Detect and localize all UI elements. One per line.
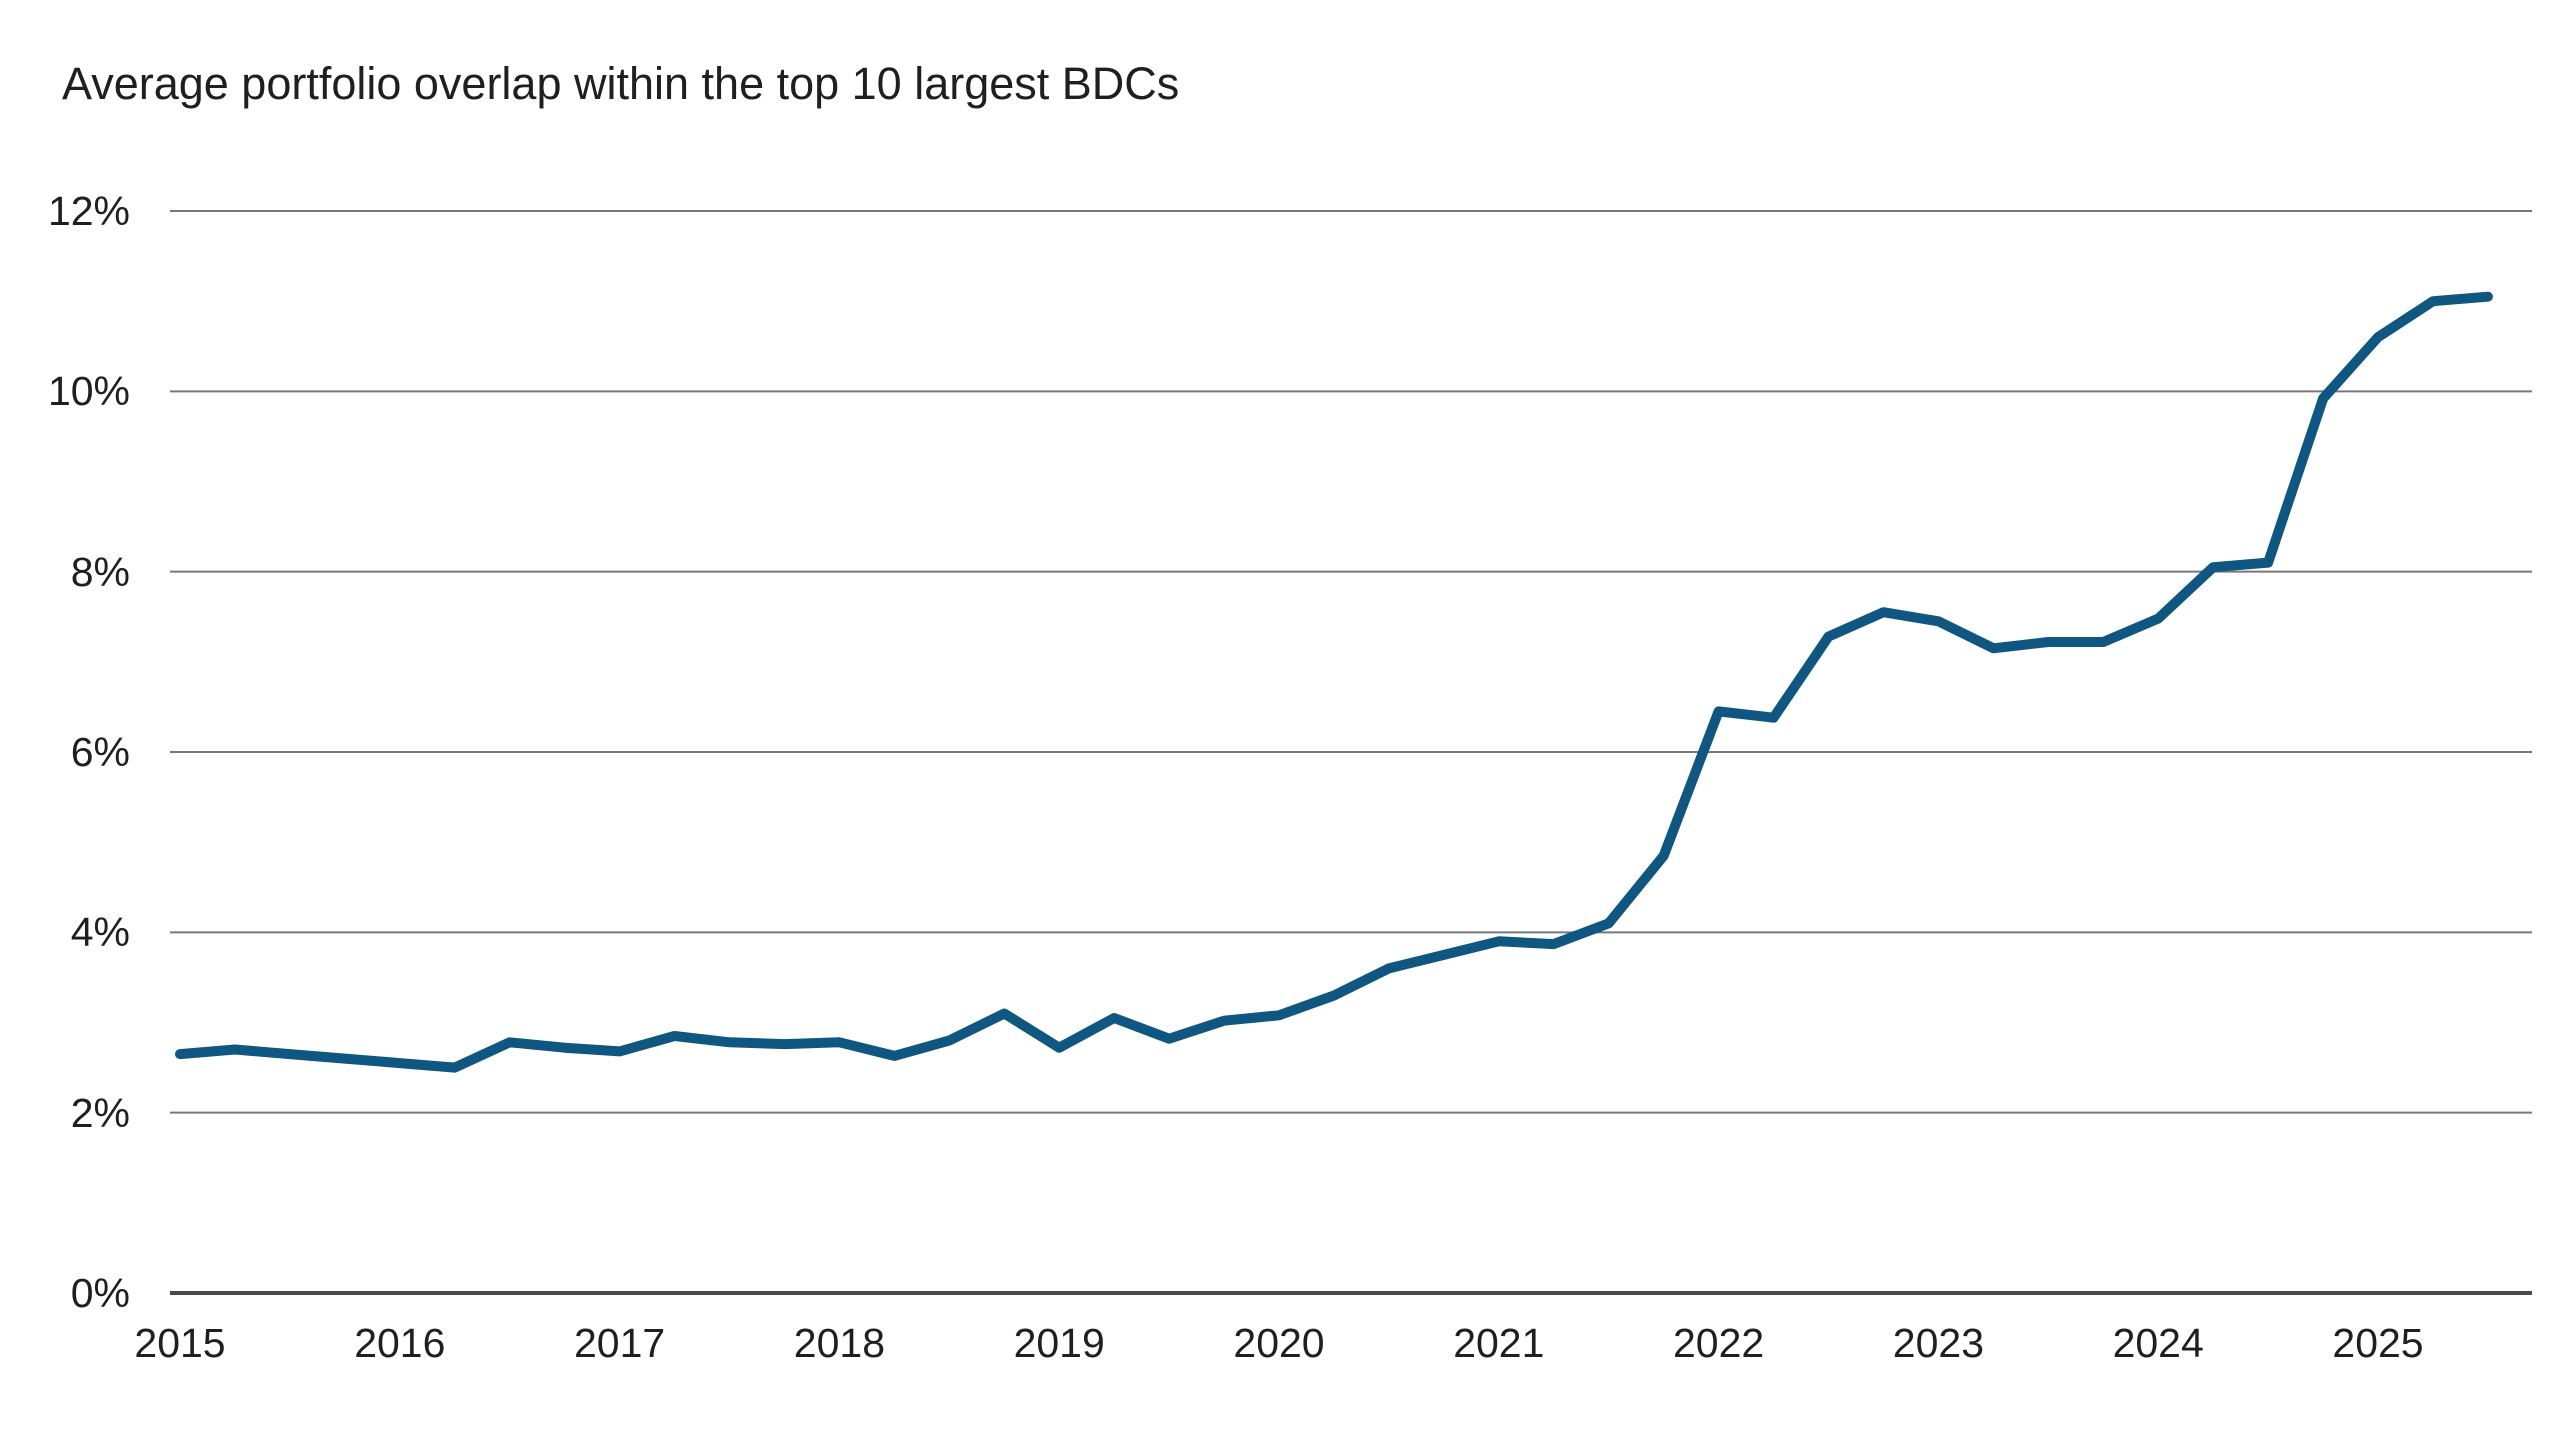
chart-title: Average portfolio overlap within the top…	[62, 58, 1180, 109]
y-axis-tick-label: 0%	[70, 1270, 130, 1316]
y-axis-tick-label: 6%	[70, 729, 130, 775]
y-axis-tick-label: 4%	[70, 909, 130, 956]
y-axis-tick-label: 10%	[47, 368, 130, 415]
x-axis-tick-label: 2024	[2112, 1320, 2204, 1366]
x-axis-tick-label: 2022	[1672, 1320, 1765, 1366]
y-axis-tick-label: 2%	[70, 1089, 130, 1136]
x-axis-tick-label: 2017	[573, 1320, 666, 1366]
x-axis-tick-label: 2018	[793, 1320, 885, 1366]
x-axis-tick-label: 2016	[354, 1320, 446, 1366]
x-axis-tick-label: 2015	[134, 1320, 226, 1366]
series-line	[175, 291, 2493, 1073]
x-axis-tick-label: 2023	[1892, 1320, 1984, 1366]
x-axis-tick-label: 2021	[1453, 1320, 1545, 1366]
x-axis-tick-label: 2020	[1233, 1320, 1325, 1366]
y-axis-tick-label: 12%	[47, 188, 130, 234]
y-axis-tick-label: 8%	[70, 548, 130, 595]
x-axis-tick-label: 2019	[1013, 1320, 1105, 1366]
x-axis-tick-label: 2025	[2332, 1320, 2424, 1366]
